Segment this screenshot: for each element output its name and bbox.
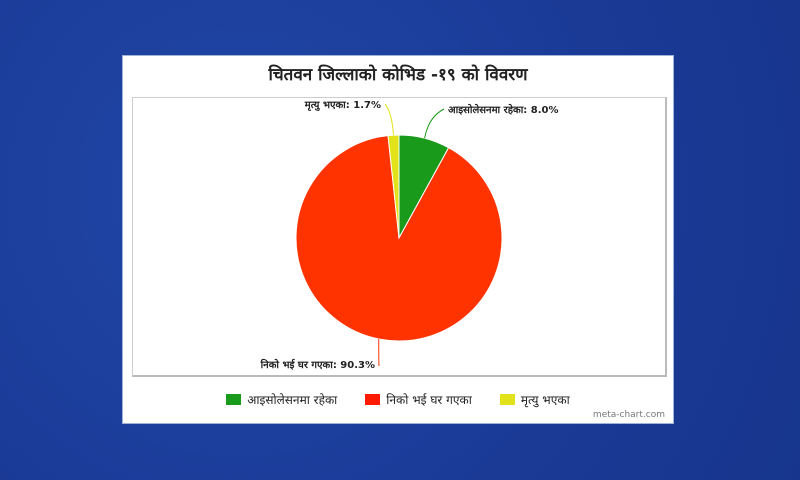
legend-label: निको भई घर गएका bbox=[386, 393, 472, 407]
chart-card: चितवन जिल्लाको कोभिड -१९ को विवरण आइसोले… bbox=[122, 55, 674, 424]
pie-chart: आइसोलेसनमा रहेका: 8.0% निको भई घर गएका: 9… bbox=[260, 100, 559, 371]
legend-item[interactable]: निको भई घर गएका bbox=[365, 391, 472, 408]
data-label: निको भई घर गएका: 90.3% bbox=[260, 358, 375, 371]
legend: आइसोलेसनमा रहेका निको भई घर गएका मृत्यु … bbox=[123, 391, 673, 408]
legend-item[interactable]: मृत्यु भएका bbox=[499, 391, 570, 408]
pie-slice[interactable] bbox=[295, 135, 503, 342]
legend-swatch bbox=[226, 394, 242, 405]
data-label: आइसोलेसनमा रहेका: 8.0% bbox=[448, 103, 559, 116]
label-connector bbox=[424, 108, 445, 139]
credit-link[interactable]: meta-chart.com bbox=[592, 410, 665, 420]
plot-area bbox=[132, 97, 667, 377]
legend-label: आइसोलेसनमा रहेका bbox=[247, 393, 338, 407]
legend-label: मृत्यु भएका bbox=[520, 393, 570, 407]
label-connector bbox=[384, 103, 395, 136]
legend-item[interactable]: आइसोलेसनमा रहेका bbox=[226, 391, 337, 408]
data-label: मृत्यु भएका: 1.7% bbox=[304, 100, 381, 111]
chart-title: चितवन जिल्लाको कोभिड -१९ को विवरण bbox=[268, 65, 528, 85]
legend-swatch bbox=[499, 394, 515, 405]
legend-swatch bbox=[365, 394, 381, 405]
